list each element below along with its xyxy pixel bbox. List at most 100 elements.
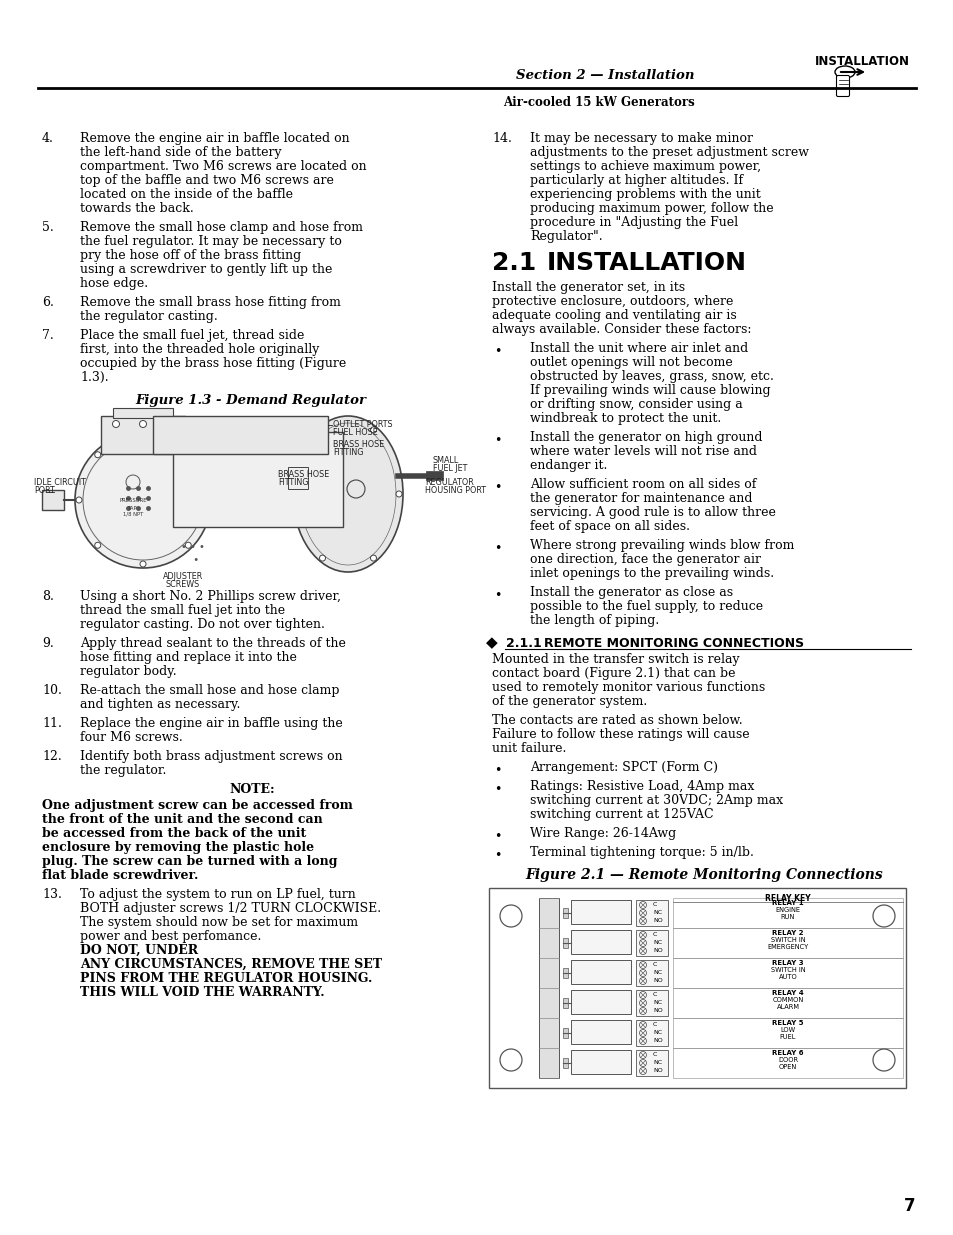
Text: Apply thread sealant to the threads of the: Apply thread sealant to the threads of t… [80,637,346,650]
Text: possible to the fuel supply, to reduce: possible to the fuel supply, to reduce [530,600,762,613]
Text: OUTLET PORTS: OUTLET PORTS [333,420,393,429]
Bar [562,968,567,978]
Text: OPEN: OPEN [778,1065,797,1070]
Text: contact board (Figure 2.1) that can be: contact board (Figure 2.1) that can be [492,667,735,680]
Text: Allow sufficient room on all sides of: Allow sufficient room on all sides of [530,478,756,492]
Bar [562,1028,567,1037]
Text: IDLE CIRCUIT: IDLE CIRCUIT [34,478,86,487]
Text: DO NOT, UNDER: DO NOT, UNDER [80,944,198,957]
Text: NC: NC [652,910,661,915]
Text: settings to achieve maximum power,: settings to achieve maximum power, [530,161,760,173]
Text: •: • [494,589,501,601]
Text: •: • [494,783,501,797]
Circle shape [370,427,376,433]
Text: the length of piping.: the length of piping. [530,614,659,627]
Text: PINS FROM THE REGULATOR HOUSING.: PINS FROM THE REGULATOR HOUSING. [80,972,372,986]
Text: plug. The screw can be turned with a long: plug. The screw can be turned with a lon… [42,855,337,868]
Text: Remove the engine air in baffle located on: Remove the engine air in baffle located … [80,132,349,144]
Bar [489,888,905,1088]
Text: Figure 1.3 - Demand Regulator: Figure 1.3 - Demand Regulator [135,394,366,408]
Text: •: • [494,542,501,555]
Circle shape [76,496,82,503]
Bar [636,990,667,1016]
Text: •: • [494,433,501,447]
Bar [636,930,667,956]
Text: 14.: 14. [492,132,512,144]
Text: FUEL HOSE: FUEL HOSE [333,429,377,437]
Text: TAP: TAP [128,506,137,511]
Text: C: C [652,903,657,908]
Text: the regulator casting.: the regulator casting. [80,310,217,324]
Bar [152,416,328,454]
Text: INSTALLATION: INSTALLATION [814,56,908,68]
Text: RELAY 4: RELAY 4 [771,990,803,995]
Circle shape [185,542,191,548]
Bar [571,900,630,924]
Bar [112,408,172,417]
Text: 10.: 10. [42,684,62,697]
Text: It may be necessary to make minor: It may be necessary to make minor [530,132,752,144]
Text: COMMON: COMMON [772,997,802,1003]
Text: protective enclosure, outdoors, where: protective enclosure, outdoors, where [492,295,733,308]
Text: SMALL: SMALL [433,456,458,466]
Text: ANY CIRCUMSTANCES, REMOVE THE SET: ANY CIRCUMSTANCES, REMOVE THE SET [80,958,381,971]
Text: the left-hand side of the battery: the left-hand side of the battery [80,146,281,159]
Text: SWITCH IN: SWITCH IN [770,937,804,944]
Text: RELAY 2: RELAY 2 [771,930,803,936]
Bar [172,432,343,527]
Text: Regulator".: Regulator". [530,230,602,243]
Text: used to remotely monitor various functions: used to remotely monitor various functio… [492,680,764,694]
Bar [288,467,308,489]
Text: ADJUSTER: ADJUSTER [163,572,203,580]
Text: 4.: 4. [42,132,53,144]
Text: •: • [494,764,501,777]
Text: DOOR: DOOR [777,1057,798,1063]
Text: One adjustment screw can be accessed from: One adjustment screw can be accessed fro… [42,799,353,811]
Circle shape [94,542,101,548]
Text: or drifting snow, consider using a: or drifting snow, consider using a [530,398,742,411]
Text: Mounted in the transfer switch is relay: Mounted in the transfer switch is relay [492,653,739,666]
Text: RELAY 1: RELAY 1 [771,900,803,906]
Text: Where strong prevailing winds blow from: Where strong prevailing winds blow from [530,538,794,552]
Text: be accessed from the back of the unit: be accessed from the back of the unit [42,827,306,840]
Text: SCREWS: SCREWS [166,580,200,589]
Text: thread the small fuel jet into the: thread the small fuel jet into the [80,604,285,618]
Text: Figure 2.1 — Remote Monitoring Connections: Figure 2.1 — Remote Monitoring Connectio… [525,868,882,882]
Text: BRASS HOSE: BRASS HOSE [333,440,384,450]
Ellipse shape [293,416,402,572]
Text: BRASS HOSE: BRASS HOSE [277,471,329,479]
Bar [42,490,64,510]
Text: the regulator.: the regulator. [80,764,166,777]
Text: PRESSURE: PRESSURE [119,498,147,503]
Text: using a screwdriver to gently lift up the: using a screwdriver to gently lift up th… [80,263,332,275]
Text: towards the back.: towards the back. [80,203,193,215]
Text: Place the small fuel jet, thread side: Place the small fuel jet, thread side [80,329,304,342]
Circle shape [168,420,174,427]
Text: NC: NC [652,971,661,976]
Text: Install the generator as close as: Install the generator as close as [530,585,732,599]
Text: first, into the threaded hole originally: first, into the threaded hole originally [80,343,319,356]
Text: •: • [494,830,501,844]
Text: REMOTE MONITORING CONNECTIONS: REMOTE MONITORING CONNECTIONS [543,637,803,650]
Text: Install the generator set, in its: Install the generator set, in its [492,282,684,294]
Circle shape [319,555,325,561]
Text: enclosure by removing the plastic hole: enclosure by removing the plastic hole [42,841,314,853]
Text: regulator body.: regulator body. [80,664,176,678]
Text: RELAY KEY: RELAY KEY [764,894,810,903]
Text: switching current at 30VDC; 2Amp max: switching current at 30VDC; 2Amp max [530,794,782,806]
Text: INSTALLATION: INSTALLATION [546,251,746,275]
Text: •: • [494,848,501,862]
Text: NC: NC [652,1061,661,1066]
Bar [636,960,667,986]
Text: •: • [494,480,501,494]
Text: top of the baffle and two M6 screws are: top of the baffle and two M6 screws are [80,174,334,186]
Bar [571,990,630,1014]
Text: RELAY 5: RELAY 5 [771,1020,803,1026]
Text: always available. Consider these factors:: always available. Consider these factors… [492,324,751,336]
Text: NO: NO [652,978,662,983]
Text: 8.: 8. [42,590,53,603]
Text: Remove the small brass hose fitting from: Remove the small brass hose fitting from [80,296,340,309]
Circle shape [75,432,211,568]
Text: NO: NO [652,948,662,953]
Bar [571,1050,630,1074]
